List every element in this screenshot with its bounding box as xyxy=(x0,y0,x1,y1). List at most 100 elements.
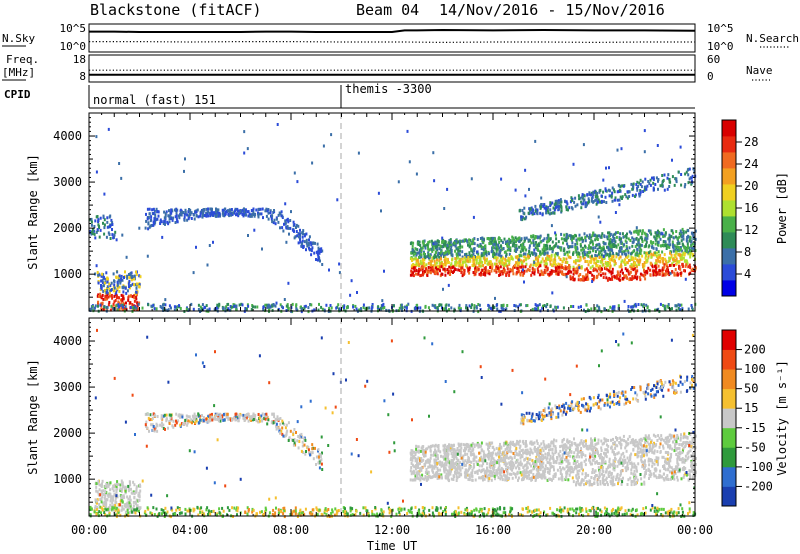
power-echo xyxy=(530,206,533,210)
power-echo xyxy=(102,289,105,293)
power-echo xyxy=(534,139,537,143)
power-echo xyxy=(109,214,112,218)
power-echo xyxy=(214,307,217,310)
power-echo xyxy=(180,213,183,217)
power-echo xyxy=(648,182,651,185)
power-echo xyxy=(549,201,552,205)
power-echo xyxy=(565,205,568,209)
velocity-echo xyxy=(549,454,552,458)
power-echo xyxy=(392,304,395,308)
velocity-echo xyxy=(426,447,429,451)
power-echo xyxy=(205,207,208,211)
power-echo xyxy=(639,272,642,276)
power-echo xyxy=(659,184,662,188)
power-echo xyxy=(299,237,301,241)
power-echo xyxy=(501,240,504,244)
power-echo xyxy=(176,220,179,224)
velocity-echo xyxy=(577,463,580,467)
power-echo xyxy=(562,267,565,270)
power-echo xyxy=(405,306,408,310)
power-echo xyxy=(99,292,102,296)
power-echo xyxy=(438,259,441,263)
power-echo xyxy=(583,198,586,202)
velocity-echo xyxy=(605,443,608,447)
velocity-echo xyxy=(547,470,549,474)
power-echo xyxy=(228,308,231,312)
power-echo xyxy=(626,196,629,200)
power-echo xyxy=(429,265,432,269)
power-echo xyxy=(162,222,165,225)
power-echo xyxy=(626,232,628,236)
power-echo xyxy=(450,249,453,252)
power-echo xyxy=(622,184,625,188)
power-echo xyxy=(468,238,471,242)
velocity-echo xyxy=(419,449,422,453)
power-echo xyxy=(650,252,653,256)
power-echo xyxy=(584,201,587,205)
power-echo xyxy=(600,249,603,253)
power-echo xyxy=(120,293,123,297)
power-echo xyxy=(280,214,283,218)
power-echo xyxy=(600,273,602,277)
power-echo xyxy=(150,224,153,227)
velocity-echo xyxy=(655,476,658,480)
power-echo xyxy=(416,248,419,252)
power-echo xyxy=(596,269,599,273)
power-echo xyxy=(686,242,689,246)
power-echo xyxy=(482,240,485,244)
power-echo xyxy=(628,190,631,194)
power-echo xyxy=(595,264,598,268)
velocity-echo xyxy=(614,453,617,457)
power-echo xyxy=(614,259,616,263)
power-echo xyxy=(566,253,569,257)
power-echo xyxy=(543,250,546,253)
power-echo xyxy=(498,250,501,254)
power-echo xyxy=(632,257,635,261)
power-echo xyxy=(432,248,435,252)
power-echo xyxy=(129,272,132,275)
power-echo xyxy=(660,244,662,248)
power-echo xyxy=(338,262,341,266)
power-echo xyxy=(476,243,479,247)
velocity-echo xyxy=(629,441,632,445)
power-echo xyxy=(674,249,677,253)
power-echo xyxy=(366,306,369,310)
power-echo xyxy=(630,263,633,267)
power-echo xyxy=(426,274,429,277)
power-echo xyxy=(553,211,556,215)
power-echo xyxy=(591,264,594,268)
colorbar-tick-label: 8 xyxy=(744,245,751,259)
power-echo xyxy=(587,269,590,273)
power-echo xyxy=(434,262,437,266)
power-echo xyxy=(440,254,442,258)
power-echo xyxy=(474,269,477,273)
power-echo xyxy=(672,243,675,247)
power-echo xyxy=(491,249,494,253)
power-echo xyxy=(600,234,603,238)
power-echo xyxy=(420,253,423,257)
power-echo xyxy=(328,306,331,310)
power-echo xyxy=(598,308,601,312)
power-echo xyxy=(468,245,471,249)
power-echo xyxy=(619,255,622,259)
power-echo xyxy=(507,259,510,263)
velocity-echo xyxy=(596,483,599,486)
power-echo xyxy=(577,255,580,259)
power-echo xyxy=(554,206,557,209)
power-echo xyxy=(585,267,588,271)
power-echo xyxy=(578,237,581,241)
power-echo xyxy=(239,209,242,213)
power-echo xyxy=(477,244,480,248)
power-echo xyxy=(581,195,584,199)
power-echo xyxy=(585,303,588,307)
power-echo xyxy=(691,246,694,250)
velocity-echo xyxy=(641,444,644,448)
power-echo xyxy=(570,270,573,274)
velocity-echo xyxy=(574,443,577,447)
power-echo xyxy=(597,198,600,202)
freq-label: Freq. xyxy=(6,53,39,66)
power-echo xyxy=(201,215,204,219)
power-echo xyxy=(646,258,649,262)
velocity-echo xyxy=(611,483,614,487)
power-echo xyxy=(450,270,453,273)
